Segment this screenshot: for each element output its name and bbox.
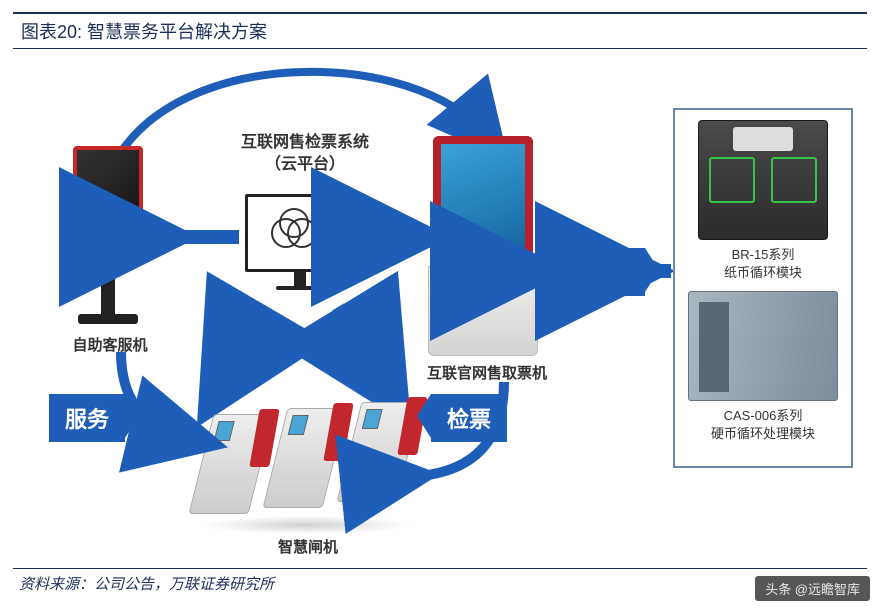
side-modules-panel: BR-15系列 纸币循环模块 CAS-006系列 硬币循环处理模块 (673, 108, 853, 468)
badge-buy: 购票 (569, 248, 645, 296)
banknote-module (698, 120, 828, 240)
smart-gate (191, 398, 421, 528)
figure-frame: 图表20: 智慧票务平台解决方案 自助客服机 (13, 12, 867, 594)
module2-desc: 硬币循环处理模块 (711, 426, 815, 441)
title-bar: 图表20: 智慧票务平台解决方案 (13, 12, 867, 49)
self-service-kiosk (73, 146, 143, 324)
gate-label: 智慧闸机 (253, 536, 363, 557)
module2-name: CAS-006系列 (724, 408, 803, 423)
center-line1: 互联网售检票系统 (241, 134, 369, 151)
arrow-buy-right (641, 256, 675, 286)
diagram-canvas: 自助客服机 互联网售检票系统 （云平台） (13, 46, 867, 562)
center-label: 互联网售检票系统 （云平台） (215, 132, 395, 175)
watermark: 头条 @远瞻智库 (755, 576, 870, 601)
center-line2: （云平台） (265, 156, 345, 173)
module1-desc: 纸币循环模块 (724, 265, 802, 280)
figure-footer: 资料来源：公司公告，万联证券研究所 (13, 568, 867, 594)
arrow-left (163, 222, 243, 252)
arrow-check-down (408, 376, 518, 486)
module1-name: BR-15系列 (732, 247, 795, 262)
ticket-machine (428, 136, 538, 356)
arrow-buy-left (536, 256, 572, 286)
source-text: 资料来源：公司公告，万联证券研究所 (13, 573, 867, 594)
figure-title: 图表20: 智慧票务平台解决方案 (21, 18, 859, 44)
cloud-monitor (245, 194, 355, 290)
module2-caption: CAS-006系列 硬币循环处理模块 (683, 407, 843, 442)
arrow-down-right (326, 301, 396, 391)
module1-caption: BR-15系列 纸币循环模块 (683, 246, 843, 281)
arrow-right (361, 222, 431, 252)
arrow-service-down (109, 346, 209, 446)
coin-module (688, 291, 838, 401)
arrow-down-left (213, 301, 283, 391)
